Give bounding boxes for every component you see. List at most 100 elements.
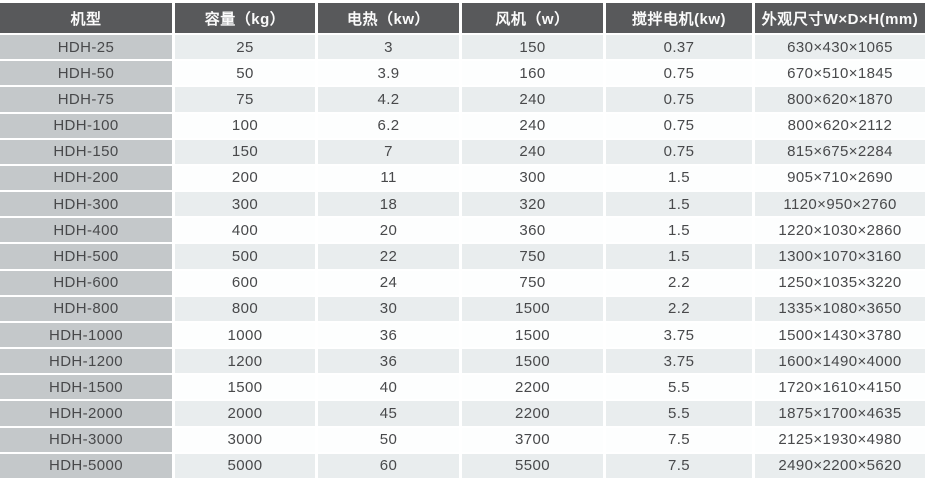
value-cell: 30: [318, 296, 459, 321]
value-cell: 1.5: [606, 192, 752, 217]
value-cell: 1300×1070×3160: [755, 244, 925, 269]
value-cell: 5.5: [606, 375, 752, 400]
value-cell: 800×620×1870: [755, 87, 925, 112]
value-cell: 50: [175, 61, 315, 86]
value-cell: 3700: [462, 427, 603, 452]
value-cell: 0.37: [606, 35, 752, 60]
value-cell: 45: [318, 401, 459, 426]
model-cell: HDH-100: [0, 113, 172, 138]
value-cell: 150: [175, 139, 315, 164]
value-cell: 50: [318, 427, 459, 452]
value-cell: 7: [318, 139, 459, 164]
value-cell: 5500: [462, 453, 603, 478]
value-cell: 1250×1035×3220: [755, 270, 925, 295]
value-cell: 60: [318, 453, 459, 478]
value-cell: 3.75: [606, 349, 752, 374]
value-cell: 200: [175, 165, 315, 191]
value-cell: 5.5: [606, 401, 752, 426]
value-cell: 1000: [175, 322, 315, 348]
value-cell: 7.5: [606, 453, 752, 478]
column-header-dimensions: 外观尺寸W×D×H(mm): [755, 3, 925, 33]
value-cell: 2200: [462, 401, 603, 426]
column-header-fan: 风机（w）: [462, 3, 603, 33]
value-cell: 1500: [462, 322, 603, 348]
value-cell: 1220×1030×2860: [755, 218, 925, 243]
value-cell: 500: [175, 244, 315, 269]
column-header-capacity: 容量（kg）: [175, 3, 315, 33]
value-cell: 1120×950×2760: [755, 192, 925, 217]
value-cell: 2.2: [606, 296, 752, 321]
model-cell: HDH-400: [0, 218, 172, 243]
value-cell: 630×430×1065: [755, 35, 925, 60]
value-cell: 300: [175, 192, 315, 217]
model-cell: HDH-1000: [0, 322, 172, 348]
value-cell: 1600×1490×4000: [755, 349, 925, 374]
value-cell: 800: [175, 296, 315, 321]
model-cell: HDH-500: [0, 244, 172, 269]
model-cell: HDH-5000: [0, 453, 172, 478]
value-cell: 800×620×2112: [755, 113, 925, 138]
column-header-heating: 电热（kw）: [318, 3, 459, 33]
column-header-mixer: 搅拌电机(kw): [606, 3, 752, 33]
value-cell: 0.75: [606, 113, 752, 138]
value-cell: 160: [462, 61, 603, 86]
value-cell: 2125×1930×4980: [755, 427, 925, 452]
model-cell: HDH-200: [0, 165, 172, 191]
model-cell: HDH-25: [0, 35, 172, 60]
value-cell: 750: [462, 244, 603, 269]
value-cell: 18: [318, 192, 459, 217]
column-header-model: 机型: [0, 3, 172, 33]
value-cell: 670×510×1845: [755, 61, 925, 86]
value-cell: 320: [462, 192, 603, 217]
value-cell: 7.5: [606, 427, 752, 452]
value-cell: 240: [462, 87, 603, 112]
value-cell: 815×675×2284: [755, 139, 925, 164]
value-cell: 4.2: [318, 87, 459, 112]
value-cell: 0.75: [606, 61, 752, 86]
value-cell: 100: [175, 113, 315, 138]
value-cell: 400: [175, 218, 315, 243]
value-cell: 2.2: [606, 270, 752, 295]
value-cell: 40: [318, 375, 459, 400]
value-cell: 2000: [175, 401, 315, 426]
value-cell: 360: [462, 218, 603, 243]
value-cell: 600: [175, 270, 315, 295]
value-cell: 75: [175, 87, 315, 112]
model-cell: HDH-1200: [0, 349, 172, 374]
value-cell: 1200: [175, 349, 315, 374]
value-cell: 240: [462, 113, 603, 138]
value-cell: 1500: [175, 375, 315, 400]
value-cell: 2200: [462, 375, 603, 400]
model-cell: HDH-2000: [0, 401, 172, 426]
value-cell: 3000: [175, 427, 315, 452]
model-cell: HDH-1500: [0, 375, 172, 400]
value-cell: 1500: [462, 296, 603, 321]
model-cell: HDH-75: [0, 87, 172, 112]
value-cell: 150: [462, 35, 603, 60]
value-cell: 3.75: [606, 322, 752, 348]
value-cell: 22: [318, 244, 459, 269]
value-cell: 5000: [175, 453, 315, 478]
value-cell: 1.5: [606, 218, 752, 243]
value-cell: 300: [462, 165, 603, 191]
value-cell: 11: [318, 165, 459, 191]
value-cell: 0.75: [606, 139, 752, 164]
value-cell: 1500: [462, 349, 603, 374]
value-cell: 3: [318, 35, 459, 60]
model-cell: HDH-50: [0, 61, 172, 86]
value-cell: 905×710×2690: [755, 165, 925, 191]
value-cell: 1875×1700×4635: [755, 401, 925, 426]
value-cell: 25: [175, 35, 315, 60]
value-cell: 240: [462, 139, 603, 164]
value-cell: 1500×1430×3780: [755, 322, 925, 348]
value-cell: 1.5: [606, 244, 752, 269]
value-cell: 1335×1080×3650: [755, 296, 925, 321]
value-cell: 2490×2200×5620: [755, 453, 925, 478]
value-cell: 36: [318, 322, 459, 348]
value-cell: 1.5: [606, 165, 752, 191]
model-cell: HDH-300: [0, 192, 172, 217]
value-cell: 3.9: [318, 61, 459, 86]
model-cell: HDH-800: [0, 296, 172, 321]
model-cell: HDH-150: [0, 139, 172, 164]
